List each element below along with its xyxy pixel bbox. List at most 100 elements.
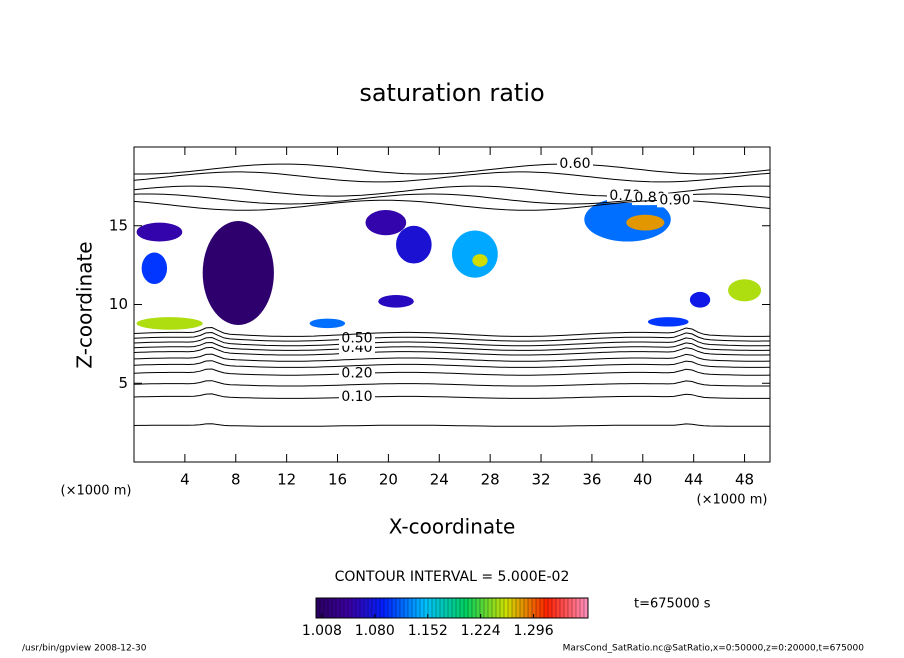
shaded-region: [728, 279, 762, 302]
colorbar-cell: [571, 597, 577, 619]
y-unit: (×1000 m): [61, 484, 132, 499]
shaded-region: [202, 221, 274, 325]
footer-left: /usr/bin/gpview 2008-12-30: [22, 644, 147, 654]
shaded-region: [396, 225, 432, 264]
colorbar-cell: [431, 597, 437, 619]
colorbar-cell: [563, 597, 569, 619]
colorbar-cell: [411, 597, 417, 619]
colorbar-cell: [383, 597, 389, 619]
contour-label-bg: [339, 366, 375, 381]
colorbar-cell: [347, 597, 353, 619]
x-tick-label: 36: [582, 471, 601, 489]
contour-label: 0.60: [559, 156, 590, 172]
time-label: t=675000 s: [634, 597, 711, 612]
colorbar-cell: [447, 597, 453, 619]
x-tick-label: 48: [735, 471, 754, 489]
shaded-region: [647, 317, 689, 327]
colorbar-cell: [395, 597, 401, 619]
contour-line: [134, 331, 770, 342]
colorbar-cell: [519, 597, 525, 619]
colorbar-cell: [475, 597, 481, 619]
contour-line: [134, 326, 770, 337]
colorbar-cell: [487, 597, 493, 619]
colorbar-cell: [539, 597, 545, 619]
plot-area: 0.100.200.400.500.600.700.800.90: [134, 156, 770, 427]
y-axis-label: Z-coordinate: [73, 241, 97, 368]
y-tick-label: 15: [109, 216, 128, 234]
x-tick-label: 8: [231, 471, 241, 489]
contour-label-bg: [339, 390, 375, 405]
colorbar-cell: [503, 597, 509, 619]
colorbar-tick-label: 1.224: [461, 623, 501, 639]
contour-label: 0.20: [341, 365, 372, 381]
colorbar-cell: [543, 597, 549, 619]
colorbar-cell: [515, 597, 521, 619]
shaded-region: [626, 214, 665, 231]
colorbar-cell: [559, 597, 565, 619]
shaded-region: [452, 230, 498, 278]
y-tick-label: 10: [109, 295, 128, 313]
colorbar-cell: [335, 597, 341, 619]
x-tick-label: 16: [328, 471, 347, 489]
colorbar-cell: [315, 597, 321, 619]
contour-line: [134, 380, 770, 387]
colorbar-cell: [327, 597, 333, 619]
colorbar-cell: [391, 597, 397, 619]
colorbar-tick-label: 1.152: [408, 623, 448, 639]
contour-line: [134, 423, 770, 427]
colorbar-cell: [575, 597, 581, 619]
colorbar-cell: [463, 597, 469, 619]
colorbar-tick-label: 1.008: [302, 623, 342, 639]
shaded-region: [136, 222, 183, 242]
x-tick-label: 4: [180, 471, 190, 489]
contour-line: [134, 336, 770, 347]
colorbar-cell: [467, 597, 473, 619]
colorbar-cell: [331, 597, 337, 619]
footer-right: MarsCond_SatRatio.nc@SatRatio,x=0:50000,…: [563, 644, 865, 654]
colorbar-cell: [415, 597, 421, 619]
colorbar-cell: [579, 597, 585, 619]
colorbar-cell: [387, 597, 393, 619]
colorbar-cell: [547, 597, 553, 619]
contour-label: 0.10: [341, 389, 372, 405]
shaded-region: [309, 318, 346, 329]
chart-title: saturation ratio: [359, 79, 544, 107]
x-tick-label: 40: [633, 471, 652, 489]
colorbar-cell: [535, 597, 541, 619]
contour-line: [134, 341, 770, 351]
colorbar-cell: [339, 597, 345, 619]
contour-label-bg: [657, 193, 693, 208]
shaded-region: [136, 317, 203, 330]
colorbar-cell: [451, 597, 457, 619]
x-tick-label: 32: [531, 471, 550, 489]
colorbar-cell: [455, 597, 461, 619]
colorbar-cell: [495, 597, 501, 619]
contour-line: [134, 368, 770, 376]
x-tick-label: 20: [379, 471, 398, 489]
colorbar-cell: [483, 597, 489, 619]
colorbar-cell: [551, 597, 557, 619]
colorbar-cell: [367, 597, 373, 619]
colorbar-cell: [355, 597, 361, 619]
x-tick-label: 12: [277, 471, 296, 489]
colorbar-cell: [531, 597, 537, 619]
contour-line: [134, 353, 770, 362]
colorbar-cell: [403, 597, 409, 619]
x-tick-label: 24: [430, 471, 449, 489]
contour-line: [134, 360, 770, 368]
y-tick-label: 5: [118, 374, 128, 392]
shaded-region: [689, 291, 711, 308]
colorbar-cell: [359, 597, 365, 619]
colorbar-tick-label: 1.296: [514, 623, 554, 639]
colorbar-cell: [419, 597, 425, 619]
colorbar-frame: [315, 597, 589, 619]
x-tick-label: 44: [684, 471, 703, 489]
colorbar-cell: [343, 597, 349, 619]
colorbar-cell: [323, 597, 329, 619]
contour-line: [134, 163, 770, 175]
colorbar-cell: [427, 597, 433, 619]
colorbar-cell: [523, 597, 529, 619]
colorbar-cell: [555, 597, 561, 619]
contour-label: 0.90: [659, 192, 690, 208]
